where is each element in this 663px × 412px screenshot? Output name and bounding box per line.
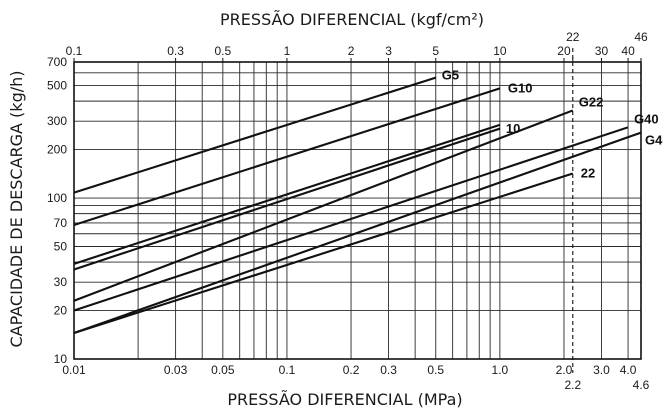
x-tick-label: 4.0 [620, 363, 637, 377]
top-tick-label: 2 [348, 44, 355, 58]
y-tick-label: 200 [47, 143, 67, 157]
y-axis-title: CAPACIDADE DE DESCARGA (kg/h) [7, 71, 26, 348]
top-tick-label: 10 [493, 44, 507, 58]
top-tick-label-extra: 22 [566, 30, 580, 44]
x-tick-label: 3.0 [593, 363, 610, 377]
series-line [73, 109, 574, 302]
series-line [73, 126, 629, 312]
y-tick-label: 70 [54, 216, 68, 230]
top-tick-label: 30 [595, 44, 609, 58]
series-line [73, 131, 642, 335]
y-tick-label: 50 [54, 239, 68, 253]
x-tick-label: 0.5 [427, 363, 444, 377]
x-tick-label: 0.03 [164, 363, 188, 377]
series-label: G22 [579, 94, 604, 109]
series-label: G5 [442, 68, 459, 83]
x-tick-label: 1.0 [492, 363, 509, 377]
top-tick-label: 40 [621, 44, 635, 58]
series-label: 10 [506, 121, 520, 136]
top-tick-label: 20 [557, 44, 571, 58]
top-tick-label: 0.5 [214, 44, 231, 58]
top-tick-label-extra: 46 [634, 30, 648, 44]
top-tick-label: 1 [284, 44, 291, 58]
x-tick-label-extra: 4.6 [633, 378, 650, 392]
top-tick-label: 0.1 [66, 44, 83, 58]
y-tick-label: 300 [47, 114, 67, 128]
y-tick-label: 100 [47, 191, 67, 205]
bottom-axis-title: PRESSÃO DIFERENCIAL (MPa) [227, 390, 462, 409]
series-label: G10 [508, 80, 533, 95]
y-tick-label: 30 [54, 275, 68, 289]
top-axis-title: PRESSÃO DIFERENCIAL (kgf/cm²) [220, 10, 484, 29]
y-tick-label: 20 [54, 304, 68, 318]
top-tick-label: 5 [432, 44, 439, 58]
series-label: 22 [581, 166, 595, 181]
x-tick-label: 0.01 [62, 363, 86, 377]
x-tick-label: 0.2 [343, 363, 360, 377]
series-label: G40 [634, 111, 659, 126]
x-tick-label: 0.05 [211, 363, 235, 377]
top-tick-label: 0.3 [167, 44, 184, 58]
y-tick-label: 500 [47, 79, 67, 93]
top-tick-label: 3 [385, 44, 392, 58]
series-line [73, 123, 501, 265]
series-label: G46 [645, 133, 663, 148]
plot-frame [73, 61, 642, 360]
x-tick-label: 0.1 [279, 363, 296, 377]
y-tick-label: 10 [54, 352, 68, 366]
series-line [73, 172, 574, 335]
series-line [73, 87, 501, 226]
series-line [73, 76, 437, 194]
x-tick-label: 2.0 [556, 363, 573, 377]
x-tick-label-extra: 2.2 [564, 378, 581, 392]
x-tick-label: 0.3 [380, 363, 397, 377]
series-line [73, 127, 501, 271]
y-tick-label: 700 [47, 55, 67, 69]
